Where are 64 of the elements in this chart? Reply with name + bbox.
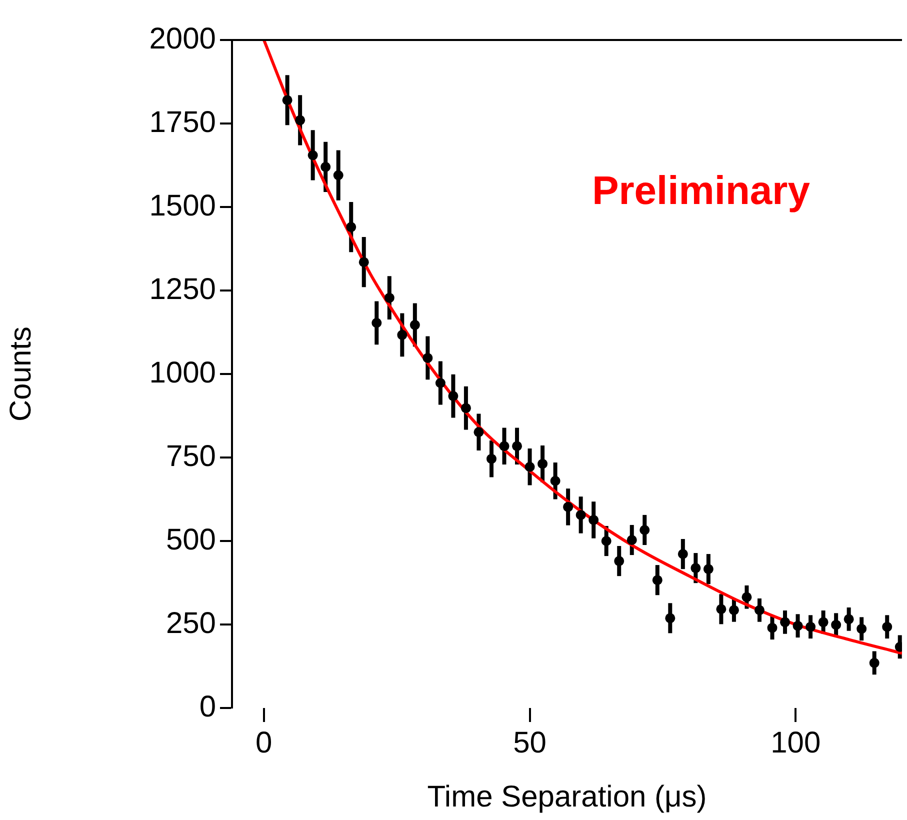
point [333, 170, 344, 180]
point [422, 352, 433, 363]
point [474, 427, 484, 438]
y-axis-title: Counts [4, 326, 38, 422]
point [563, 502, 574, 512]
point [538, 458, 548, 469]
point [792, 620, 803, 631]
point [435, 378, 446, 388]
y-tick-label: 1750 [149, 106, 216, 139]
annotation: Preliminary [592, 169, 811, 214]
point [524, 462, 535, 472]
point [856, 624, 867, 634]
y-tick-label: 0 [199, 690, 216, 724]
point [295, 115, 306, 126]
point [665, 613, 676, 624]
y-tick-label: 2000 [149, 22, 216, 56]
point [410, 320, 420, 330]
point [588, 514, 599, 525]
point [716, 604, 726, 614]
point [869, 658, 880, 668]
point [308, 150, 318, 160]
point [690, 563, 701, 574]
point [728, 605, 739, 616]
point [320, 162, 331, 172]
point [397, 330, 408, 340]
point [601, 536, 612, 546]
point [640, 524, 650, 535]
point [448, 391, 458, 402]
y-tick-label: 1250 [149, 272, 216, 306]
point [384, 292, 394, 303]
point [499, 441, 510, 452]
point [882, 622, 892, 632]
point [754, 605, 764, 616]
x-tick-label: 100 [770, 726, 821, 760]
point [831, 620, 842, 630]
point [626, 535, 637, 545]
x-tick-label: 0 [256, 726, 272, 760]
point [512, 441, 522, 452]
x-tick-label: 50 [513, 726, 546, 760]
point [767, 622, 778, 633]
y-tick-label: 750 [166, 440, 216, 473]
y-tick-label: 1500 [149, 189, 216, 222]
x-axis-title: Time Separation (μs) [427, 780, 707, 814]
point [282, 95, 292, 106]
point [806, 622, 816, 632]
point [742, 592, 752, 602]
point [818, 617, 828, 628]
point [844, 614, 854, 624]
point [486, 454, 496, 464]
y-tick-label: 1000 [149, 356, 216, 390]
point [614, 556, 624, 566]
point [358, 257, 369, 268]
point [550, 476, 560, 486]
y-tick-label: 250 [166, 606, 216, 640]
point [678, 549, 688, 560]
point [346, 222, 356, 232]
y-tick-label: 500 [166, 523, 216, 556]
point [576, 510, 586, 520]
point [372, 318, 382, 328]
point [460, 403, 471, 414]
line-series [262, 40, 902, 655]
point [703, 564, 714, 574]
point [780, 617, 790, 628]
point [652, 575, 662, 586]
